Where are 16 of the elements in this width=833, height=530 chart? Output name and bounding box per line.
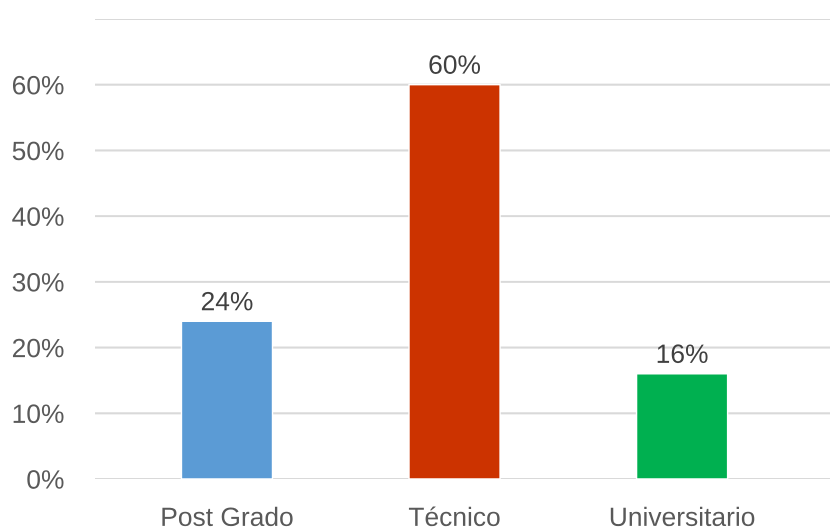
data-label: 60%	[429, 55, 480, 74]
y-tick-label: 60%	[12, 76, 64, 95]
data-label: 16%	[658, 344, 708, 364]
y-tick-label: 50%	[12, 142, 64, 160]
bar	[180, 320, 274, 479]
data-label: 24%	[202, 292, 252, 310]
x-tick-label: Técnico	[408, 506, 500, 526]
y-tick-label: 0%	[27, 470, 64, 489]
bar	[408, 84, 501, 479]
x-tick-label: Post Grado	[162, 506, 293, 526]
y-tick-label: 20%	[12, 338, 64, 358]
y-tick-label: 40%	[12, 207, 64, 226]
bar	[636, 373, 728, 479]
y-tick-label: 30%	[12, 272, 64, 292]
x-tick-label: Universitario	[610, 506, 754, 526]
y-tick-label: 10%	[14, 404, 64, 424]
